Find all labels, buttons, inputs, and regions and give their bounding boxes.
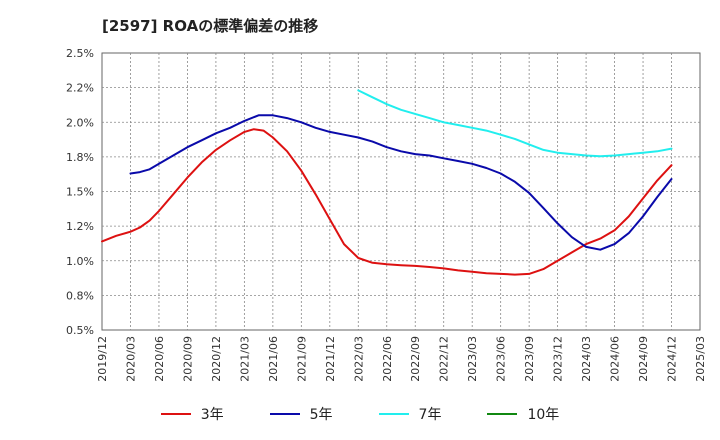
x-tick-label: 2022/06	[381, 336, 394, 382]
y-tick-label: 0.5%	[66, 324, 94, 337]
legend-item: 5年	[269, 404, 333, 424]
x-tick-label: 2023/03	[466, 336, 479, 382]
x-tick-label: 2024/09	[637, 336, 650, 382]
legend-swatch	[269, 413, 300, 415]
x-tick-label: 2024/03	[580, 336, 593, 382]
y-tick-label: 1.2%	[66, 220, 94, 233]
y-tick-label: 0.8%	[66, 289, 94, 302]
x-tick-label: 2024/06	[609, 336, 622, 382]
x-tick-label: 2023/12	[552, 336, 565, 382]
legend-label: 7年	[418, 407, 442, 423]
x-tick-label: 2021/06	[267, 336, 280, 382]
y-tick-label: 2.5%	[66, 47, 94, 60]
legend-item: 10年	[487, 404, 559, 424]
legend-swatch	[487, 413, 518, 415]
series-line-5年	[129, 114, 673, 251]
legend-swatch	[378, 413, 409, 415]
legend-item: 7年	[378, 404, 442, 424]
legend: 3年 5年 7年 10年	[0, 404, 720, 424]
x-tick-label: 2025/03	[694, 336, 707, 382]
series-line-7年	[357, 89, 673, 158]
x-tick-label: 2020/06	[153, 336, 166, 382]
x-tick-label: 2020/09	[181, 336, 194, 382]
legend-item: 3年	[160, 404, 224, 424]
x-tick-label: 2022/09	[409, 336, 422, 382]
y-tick-label: 1.8%	[66, 151, 94, 164]
y-tick-label: 2.0%	[66, 116, 94, 129]
legend-label: 5年	[309, 407, 333, 423]
series-lines	[101, 89, 673, 276]
y-tick-label: 1.0%	[66, 255, 94, 268]
legend-label: 10年	[527, 407, 560, 423]
y-tick-label: 1.5%	[66, 186, 94, 199]
legend-label: 3年	[200, 407, 224, 423]
x-tick-label: 2021/03	[238, 336, 251, 382]
x-tick-label: 2022/03	[352, 336, 365, 382]
x-tick-label: 2021/12	[324, 336, 337, 382]
y-axis-tick-labels: 0.5% 0.8% 1.0% 1.2% 1.5% 1.8% 2.0% 2.2% 2.5%	[66, 47, 94, 337]
x-tick-label: 2023/06	[495, 336, 508, 382]
x-tick-label: 2022/12	[438, 336, 451, 382]
x-tick-label: 2020/03	[124, 336, 137, 382]
x-tick-label: 2019/12	[96, 336, 109, 382]
x-tick-label: 2020/12	[210, 336, 223, 382]
series-line-3年	[101, 128, 673, 276]
chart-title: [2597] ROAの標準偏差の推移	[102, 17, 319, 35]
x-tick-label: 2023/09	[523, 336, 536, 382]
legend-swatch	[160, 413, 191, 415]
y-tick-label: 2.2%	[66, 82, 94, 95]
x-axis-tick-labels: 2019/12 2020/03 2020/06 2020/09 2020/12 2021/…	[96, 336, 707, 382]
x-tick-label: 2021/09	[295, 336, 308, 382]
x-tick-label: 2024/12	[666, 336, 679, 382]
